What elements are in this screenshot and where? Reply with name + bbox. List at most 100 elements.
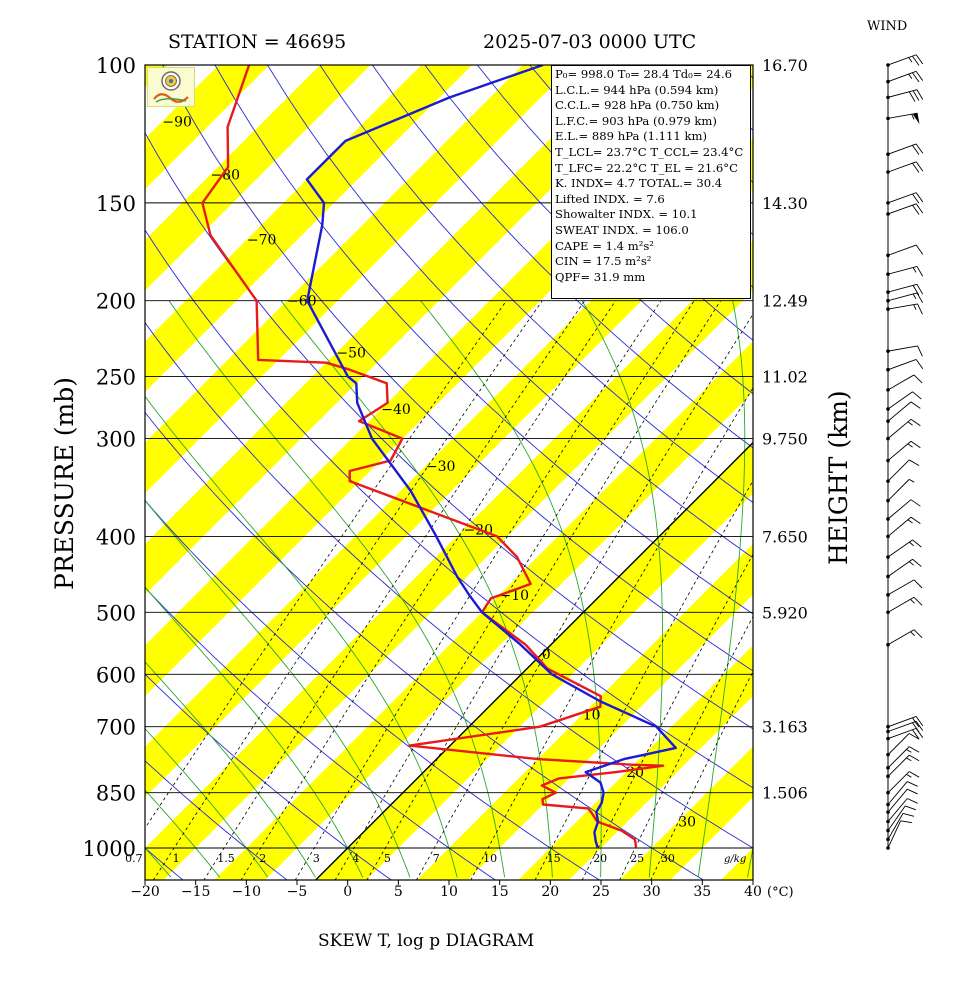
temperature-axis: −20 −15 −10 −5 0 5 10 15 20 25 30 35 40 (°C) — [130, 880, 794, 900]
station-label: STATION = 46695 — [168, 31, 346, 53]
wind-barb-feather — [913, 629, 923, 639]
wind-barb-feather — [912, 729, 920, 740]
wind-barb — [886, 478, 915, 503]
dry-adiabat — [424, 65, 753, 395]
isotherm-label: −50 — [336, 346, 366, 362]
wind-barb — [886, 579, 923, 597]
wind-barb-staff — [887, 596, 915, 613]
wind-barb-feather — [915, 71, 924, 81]
wind-barb-feather — [908, 754, 920, 762]
wind-barb — [886, 54, 924, 67]
wind-barb-feather — [912, 145, 920, 155]
parameter-row: T_LCL= 23.7°C T_CCL= 23.4°C — [555, 144, 744, 159]
dry-adiabat — [145, 586, 497, 880]
wind-barb-feather — [912, 162, 920, 173]
wind-barb-half-feather — [909, 561, 914, 566]
moist-adiabat — [296, 847, 316, 878]
moist-adiabat — [499, 847, 506, 878]
wind-barb-half-feather — [907, 519, 913, 524]
isotherm-label: −90 — [162, 114, 192, 130]
wind-barb-half-feather — [907, 443, 913, 448]
wind-barb-staff — [887, 727, 917, 740]
mixing-ratio-line — [470, 386, 753, 880]
sounding-traces — [201, 65, 677, 848]
wind-barb-staff — [887, 733, 910, 755]
parameter-row: C.C.L.= 928 hPa (0.750 km) — [555, 98, 720, 113]
pressure-tick-label: 700 — [96, 716, 136, 740]
wind-barb-half-feather — [908, 73, 913, 79]
wind-barb-staff — [887, 418, 912, 439]
wind-barb — [886, 771, 920, 795]
wind-barb-staff — [887, 629, 915, 646]
parameter-row: QPF= 31.9 mm — [555, 269, 646, 284]
dry-adiabat — [908, 29, 960, 880]
dry-adiabat — [371, 65, 753, 449]
parameter-row: K. INDX= 4.7 TOTAL.= 30.4 — [555, 176, 723, 191]
pressure-tick-label: 250 — [96, 366, 136, 390]
wind-barb-feather — [915, 54, 924, 65]
mixing-ratio-label: 5 — [384, 852, 391, 865]
x-unit-label: (°C) — [767, 885, 794, 900]
moist-adiabat — [145, 789, 197, 849]
mixing-ratio-line — [203, 300, 586, 880]
wind-barb-feather — [912, 285, 920, 296]
isotherm-label: −40 — [381, 402, 411, 418]
wind-barb — [886, 720, 924, 734]
wind-barb-staff — [887, 558, 913, 577]
wind-barb-staff — [887, 798, 908, 822]
wind-barb-staff — [887, 716, 917, 728]
wind-barb — [886, 733, 920, 757]
wind-barb-feather — [912, 193, 920, 204]
wind-barb-half-feather — [906, 773, 912, 778]
wind-barb-staff — [887, 813, 904, 840]
wind-barb-feather — [908, 746, 920, 753]
wind-barb-feather — [910, 499, 921, 507]
mixing-ratio-label: 30 — [661, 852, 675, 865]
wind-barb-feather — [915, 244, 924, 255]
wind-barb-feather — [900, 820, 912, 824]
isotherm-label: −60 — [287, 294, 317, 310]
isotherm-band — [619, 746, 753, 880]
wind-barb-staff — [887, 788, 908, 813]
moist-adiabat — [747, 847, 753, 878]
wind-barb — [886, 143, 924, 157]
wind-barb-feather — [912, 558, 922, 567]
wind-barb — [886, 401, 921, 423]
wind-barb-half-feather — [912, 293, 917, 300]
wind-barb-feather — [908, 459, 920, 466]
x-tick-label: 30 — [643, 884, 661, 900]
parameter-row: CIN = 17.5 m²s² — [555, 254, 652, 269]
wind-barb-feather — [912, 717, 920, 728]
moist-adiabat — [145, 847, 172, 878]
wind-barb-staff — [887, 374, 915, 391]
wind-barb-staff — [887, 401, 912, 422]
mixing-ratio-label: 1 — [173, 852, 180, 865]
wind-barb-feather — [916, 89, 924, 100]
mixing-ratio-unit: g/kg — [724, 854, 746, 865]
height-tick-label: 5.920 — [762, 603, 808, 622]
wind-barb-dot — [886, 349, 890, 353]
wind-barb — [886, 203, 924, 216]
wind-barb-feather — [908, 771, 920, 778]
dry-adiabat — [214, 65, 753, 615]
wind-barb-staff — [887, 579, 915, 596]
moist-adiabat — [697, 847, 703, 878]
wind-barb-staff — [887, 746, 910, 769]
agency-logo — [147, 67, 195, 107]
wind-barb-feather — [915, 203, 924, 214]
dry-adiabat — [145, 321, 753, 849]
wind-barb-staff — [887, 720, 917, 732]
mixing-ratio-label: 0.7 — [125, 852, 143, 865]
x-tick-label: −20 — [130, 884, 160, 900]
dry-adiabat — [145, 131, 753, 730]
pressure-tick-label: 300 — [96, 428, 136, 452]
wind-barb-feather — [916, 284, 924, 295]
wind-barb — [886, 716, 924, 729]
wind-barb-staff — [887, 539, 913, 558]
height-tick-label: 14.30 — [762, 194, 808, 213]
mixing-ratio-line — [240, 300, 617, 880]
mixing-ratio-label: 4 — [352, 852, 359, 865]
wind-barb-half-feather — [911, 114, 915, 120]
dry-adiabat — [162, 65, 753, 672]
dry-adiabat — [145, 673, 392, 880]
